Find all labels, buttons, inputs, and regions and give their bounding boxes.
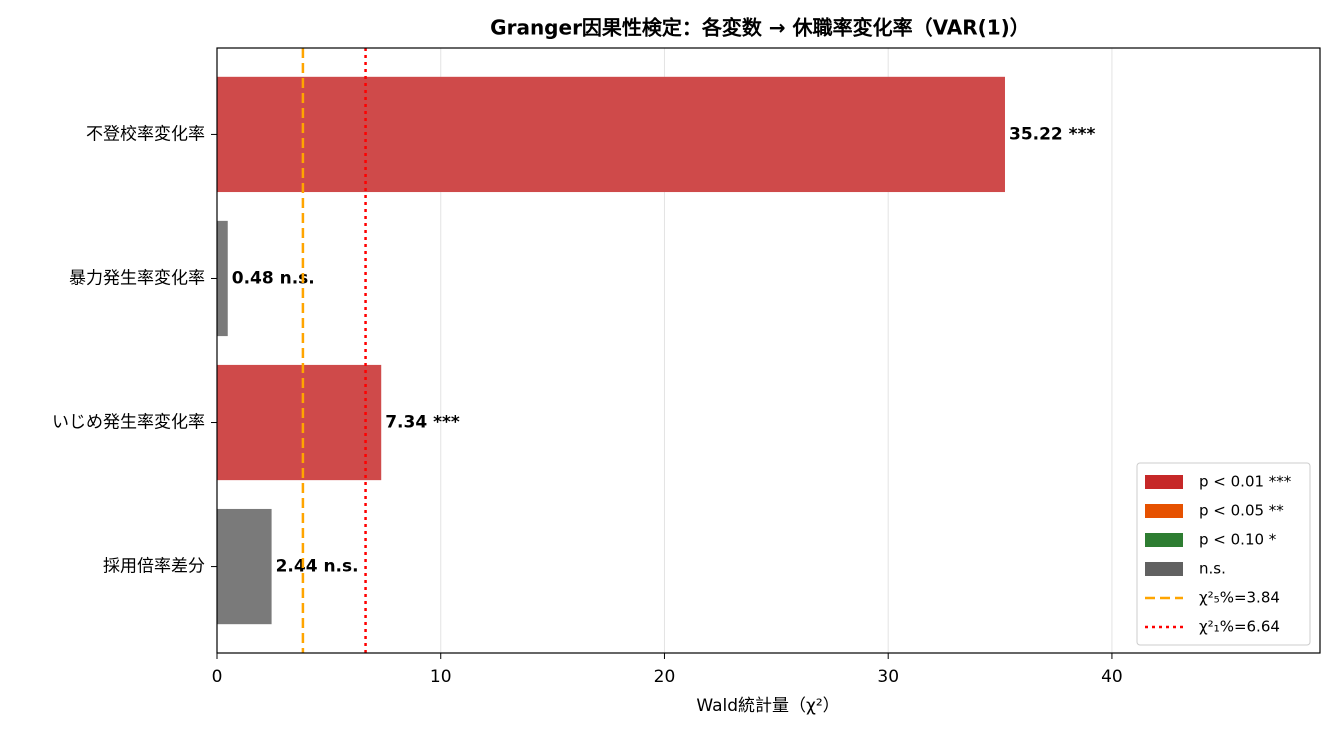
value-label: 35.22 *** [1009, 124, 1095, 144]
x-tick-label: 20 [654, 667, 676, 687]
bar [217, 76, 1005, 193]
x-tick-label: 10 [430, 667, 452, 687]
chart-title: Granger因果性検定：各変数 → 休職率変化率（VAR(1)） [490, 16, 1030, 40]
legend: p < 0.01 *** p < 0.05 ** p < 0.10 * n.s. χ²₅… [1136, 462, 1311, 646]
x-tick-label: 0 [212, 667, 223, 687]
x-axis-label: Wald統計量（χ²） [696, 696, 839, 716]
legend-swatch [1145, 533, 1183, 547]
bar [217, 220, 228, 337]
legend-label: p < 0.05 ** [1199, 502, 1284, 520]
legend-label: χ²₁%=6.64 [1199, 618, 1280, 636]
plot-frame [216, 47, 1321, 654]
legend-label: p < 0.01 *** [1199, 473, 1292, 491]
legend-swatch [1145, 504, 1183, 518]
value-label: 7.34 *** [385, 413, 460, 433]
x-tick-label: 40 [1101, 667, 1123, 687]
legend-swatch [1145, 562, 1183, 576]
x-tick-label: 30 [877, 667, 899, 687]
y-tick-label: 採用倍率差分 [103, 557, 205, 577]
bar [217, 508, 272, 625]
legend-swatch [1145, 475, 1183, 489]
y-tick-label: 暴力発生率変化率 [69, 268, 205, 288]
legend-label: p < 0.10 * [1199, 531, 1277, 549]
value-label: 0.48 n.s. [232, 268, 315, 288]
legend-label: χ²₅%=3.84 [1199, 589, 1280, 607]
legend-label: n.s. [1199, 560, 1226, 578]
y-tick-label: いじめ発生率変化率 [52, 413, 205, 433]
y-tick-label: 不登校率変化率 [86, 124, 205, 144]
value-label: 2.44 n.s. [276, 557, 359, 577]
bar [217, 364, 382, 481]
